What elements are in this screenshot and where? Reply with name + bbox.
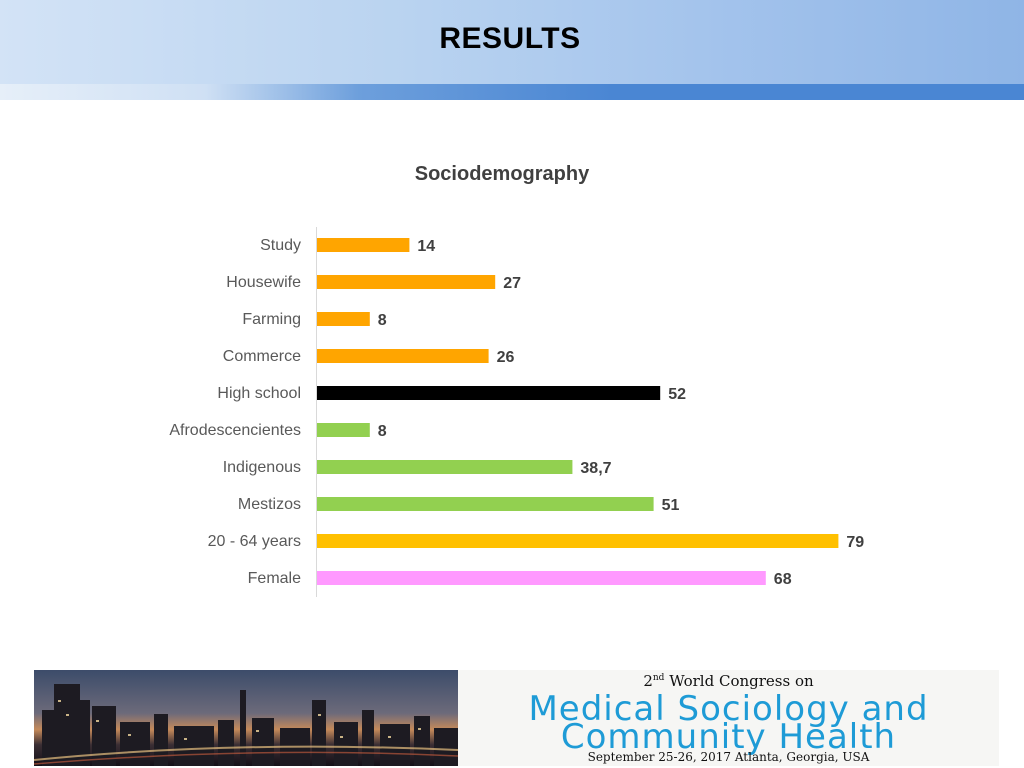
bars-group: Study 14 Housewife 27 Farming 8 Commerce 26 High… [169, 237, 864, 588]
slide-title: RESULTS [439, 22, 581, 55]
bar [317, 312, 370, 326]
data-label: 8 [378, 312, 387, 329]
category-label: 20 - 64 years [208, 533, 301, 550]
congress-title-panel: 2nd World Congress on Medical Sociology … [458, 670, 999, 766]
congress-name-line1: Medical Sociology and [528, 689, 929, 729]
congress-edition: 2nd World Congress on [458, 672, 999, 690]
data-label: 8 [378, 423, 387, 440]
data-label: 38,7 [580, 460, 611, 477]
header-band [0, 0, 1024, 84]
bar [317, 238, 410, 252]
data-label: 52 [668, 386, 686, 403]
bar [317, 386, 661, 400]
data-label: 79 [846, 534, 864, 551]
sociodemography-chart: Sociodemography Study 14 Housewife 27 Farmin… [169, 163, 864, 597]
city-skyline-image [34, 670, 458, 766]
category-label: Afrodescencientes [169, 422, 301, 439]
category-label: Mestizos [238, 496, 301, 513]
category-label: Indigenous [223, 459, 301, 476]
category-label: Commerce [223, 348, 301, 365]
bar [317, 571, 766, 585]
bar [317, 275, 496, 289]
category-label: Housewife [226, 274, 301, 291]
conference-banner: 2nd World Congress on Medical Sociology … [34, 670, 999, 766]
bar [317, 423, 370, 437]
bar [317, 460, 573, 474]
data-label: 68 [774, 571, 792, 588]
edition-ordinal: nd [652, 673, 665, 683]
data-label: 51 [662, 497, 680, 514]
data-label: 26 [497, 349, 515, 366]
bar [317, 497, 654, 511]
category-label: Female [248, 570, 301, 587]
category-label: High school [217, 385, 301, 402]
bar [317, 349, 489, 363]
chart-title: Sociodemography [415, 163, 590, 185]
category-label: Farming [242, 311, 301, 328]
header-stripe [0, 84, 1024, 100]
edition-text: World Congress on [664, 672, 814, 690]
data-label: 14 [417, 238, 435, 255]
category-label: Study [260, 237, 301, 254]
edition-number: 2 [643, 672, 653, 690]
congress-name-line2: Community Health [560, 717, 897, 757]
bar [317, 534, 839, 548]
congress-date: September 25-26, 2017 Atlanta, Georgia, … [587, 750, 870, 764]
data-label: 27 [503, 275, 521, 292]
